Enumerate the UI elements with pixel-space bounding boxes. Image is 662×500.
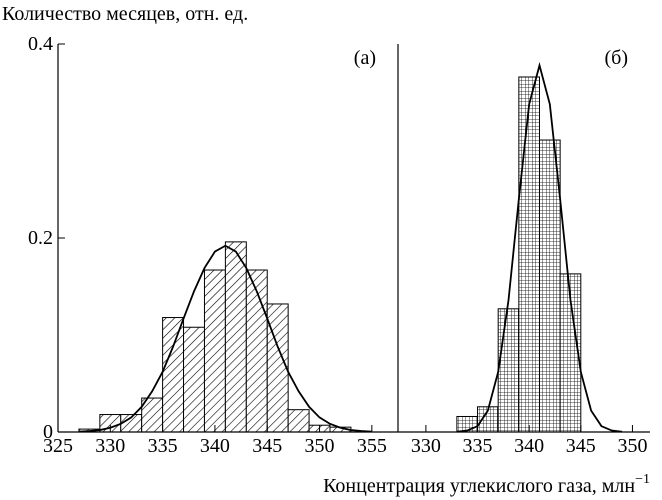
- x-tick-label: 340: [200, 435, 230, 457]
- x-tick-label: 350: [617, 435, 647, 457]
- x-tick-label: 325: [43, 435, 73, 457]
- bar: [518, 76, 540, 433]
- x-tick-label: 330: [95, 435, 125, 457]
- bar: [266, 303, 289, 433]
- x-tick-label: 345: [566, 435, 596, 457]
- x-tick-label: 350: [305, 435, 335, 457]
- y-tick-label: 0.2: [28, 227, 53, 249]
- x-axis-label-sup: −1: [635, 472, 650, 487]
- y-tick-label: 0: [43, 421, 53, 443]
- bar: [245, 269, 268, 433]
- x-tick-label: 340: [514, 435, 544, 457]
- x-tick-label: 330: [411, 435, 441, 457]
- panel-label: (б): [605, 47, 629, 69]
- y-axis-label: Количество месяцев, отн. ед.: [2, 3, 248, 25]
- x-tick-label: 335: [463, 435, 493, 457]
- bar: [224, 241, 247, 433]
- x-tick-label: 345: [252, 435, 282, 457]
- bar: [162, 317, 185, 433]
- fit-curve: [456, 61, 623, 433]
- bar: [497, 308, 520, 433]
- x-axis-label-text: Концентрация углекислого газа, млн: [323, 475, 635, 497]
- bar: [183, 326, 205, 433]
- bar: [203, 269, 226, 433]
- x-axis-label: Концентрация углекислого газа, млн−1: [323, 472, 650, 497]
- bar: [287, 409, 310, 433]
- x-tick-label: 335: [148, 435, 178, 457]
- x-tick-label: 355: [357, 435, 387, 457]
- fit-curve: [78, 244, 372, 433]
- panel-label: (а): [354, 47, 376, 69]
- bar: [538, 139, 561, 433]
- y-tick-label: 0.4: [28, 33, 53, 55]
